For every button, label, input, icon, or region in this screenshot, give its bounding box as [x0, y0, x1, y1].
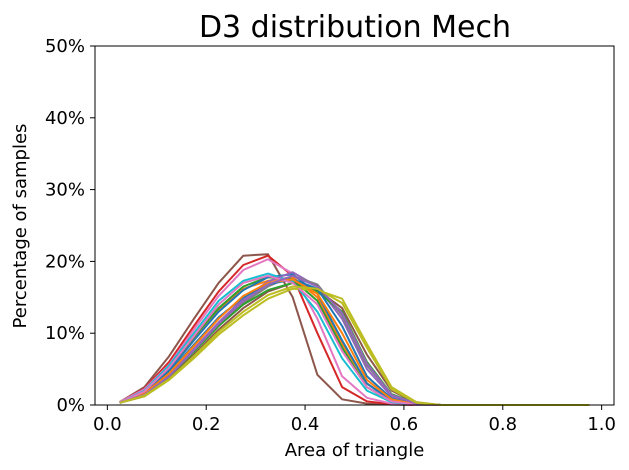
x-tick-label: 0.2: [192, 414, 221, 435]
y-tick-label: 30%: [45, 180, 85, 201]
x-axis-label: Area of triangle: [285, 440, 425, 461]
y-tick-label: 10%: [45, 323, 85, 344]
x-axis-ticks: 0.0 0.2 0.4 0.6 0.8 1.0: [93, 405, 616, 435]
x-tick-label: 0.4: [291, 414, 320, 435]
y-tick-label: 40%: [45, 108, 85, 129]
y-axis-ticks: 0% 10% 20% 30% 40% 50%: [45, 36, 95, 416]
plot-frame: [94, 45, 615, 406]
y-axis-label: Percentage of samples: [10, 124, 31, 329]
y-tick-label: 50%: [45, 36, 85, 57]
x-tick-label: 1.0: [587, 414, 616, 435]
x-tick-label: 0.6: [390, 414, 419, 435]
x-tick-label: 0.8: [488, 414, 517, 435]
series-lines: [119, 253, 590, 406]
x-tick-label: 0.0: [93, 414, 122, 435]
y-tick-label: 20%: [45, 251, 85, 272]
y-tick-label: 0%: [56, 395, 85, 416]
chart-title: D3 distribution Mech: [199, 10, 511, 45]
